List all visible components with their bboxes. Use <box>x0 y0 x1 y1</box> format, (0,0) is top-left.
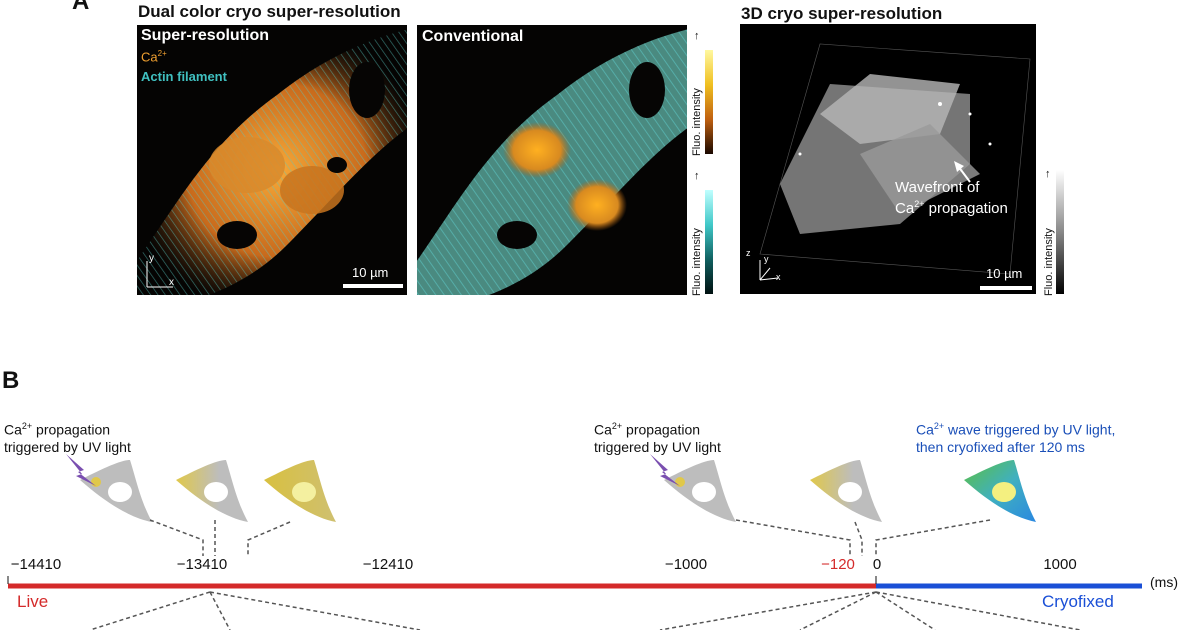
label-live: Live <box>17 592 49 611</box>
axis-label-z: z <box>746 248 751 258</box>
note-right-rest: wave triggered by UV light, <box>944 421 1116 438</box>
axis-glyph-xyz <box>759 260 779 281</box>
note-left-line1: Ca2+ propagation <box>4 418 131 439</box>
lightning-icon <box>650 454 680 486</box>
note-left-rest: propagation <box>32 421 111 438</box>
axis-label-x: x <box>169 277 174 288</box>
axis-label-x-3d: x <box>776 272 781 282</box>
annotation-rest: propagation <box>928 200 1008 217</box>
super-resolution-image: Super-resolution Ca2+ Actin filament y x… <box>137 25 407 295</box>
tick-label: −1000 <box>664 556 708 573</box>
axis-label-y: y <box>149 253 154 264</box>
tick-label: −13410 <box>176 556 228 573</box>
title-dual-color: Dual color cryo super-resolution <box>138 2 401 21</box>
super-resolution-cell-render <box>137 29 407 295</box>
tick-label-red: −120 <box>821 556 855 573</box>
note-right-ca: Ca <box>916 421 934 438</box>
note-mid-line2: triggered by UV light <box>594 438 721 455</box>
label-cryofixed: Cryofixed <box>1042 592 1114 611</box>
annotation-ca: Ca <box>895 200 915 217</box>
colorbar-actin <box>705 190 713 294</box>
label-ca-text: Ca <box>141 49 158 65</box>
annotation-wavefront: Wavefront of <box>895 179 980 196</box>
title-3d: 3D cryo super-resolution <box>741 4 943 23</box>
note-mid-ca: Ca <box>594 421 612 438</box>
timeline-unit: (ms) <box>1150 574 1178 590</box>
note-middle: Ca2+ propagation triggered by UV light <box>594 418 721 456</box>
arrow-up-icon: ↑ <box>694 30 700 42</box>
panel-letter-a: A <box>72 0 90 15</box>
lightning-icon <box>66 454 96 486</box>
note-right-line2: then cryofixed after 120 ms <box>916 438 1085 455</box>
label-ca: Ca2+ <box>141 49 167 64</box>
cell-2 <box>176 460 248 522</box>
note-left-sup: 2+ <box>21 421 33 431</box>
note-left: Ca2+ propagation triggered by UV light <box>4 418 131 456</box>
cell-1 <box>80 460 152 522</box>
arrow-up-icon: ↑ <box>1045 168 1051 180</box>
note-mid-sup: 2+ <box>611 421 623 431</box>
note-left-line2: triggered by UV light <box>4 438 131 455</box>
colorbar-ca <box>705 50 713 154</box>
tick-label: 0 <box>872 556 882 573</box>
scale-text-3d: 10 µm <box>986 266 1023 281</box>
conventional-cell-render <box>417 29 687 295</box>
cell-5 <box>810 460 882 522</box>
scale-text-super: 10 µm <box>352 265 389 280</box>
tick-label: −14410 <box>10 556 62 573</box>
note-mid-rest: propagation <box>622 421 701 438</box>
annotation-propagation: Ca2+ propagation <box>895 199 1008 217</box>
annotation-sup: 2+ <box>914 199 925 209</box>
panel-letter-b: B <box>2 367 20 394</box>
3d-super-resolution-image: Wavefront of Ca2+ propagation z y x 10 µ… <box>740 24 1036 294</box>
tick-label: 1000 <box>1043 556 1077 573</box>
3d-volume-render <box>759 43 1031 275</box>
cell-3 <box>264 460 336 522</box>
note-mid-line1: Ca2+ propagation <box>594 418 721 439</box>
note-right: Ca2+ wave triggered by UV light, then cr… <box>916 418 1115 456</box>
label-conventional: Conventional <box>422 28 524 45</box>
arrow-up-icon: ↑ <box>694 170 700 182</box>
note-right-line1: Ca2+ wave triggered by UV light, <box>916 418 1115 439</box>
scale-bar-super <box>343 284 403 288</box>
label-super-resolution: Super-resolution <box>141 27 270 44</box>
label-actin: Actin filament <box>141 69 227 84</box>
cell-4 <box>664 460 736 522</box>
scale-bar-3d <box>980 286 1032 290</box>
axis-glyph-xy <box>146 261 173 288</box>
conventional-image: Conventional <box>417 25 687 295</box>
axis-label-y-3d: y <box>764 254 769 264</box>
cell-cryofixed <box>964 460 1036 522</box>
colorbar-3d <box>1056 170 1064 294</box>
label-ca-sup: 2+ <box>157 49 167 58</box>
note-right-sup: 2+ <box>933 421 945 431</box>
note-left-ca: Ca <box>4 421 22 438</box>
tick-label: −12410 <box>362 556 414 573</box>
